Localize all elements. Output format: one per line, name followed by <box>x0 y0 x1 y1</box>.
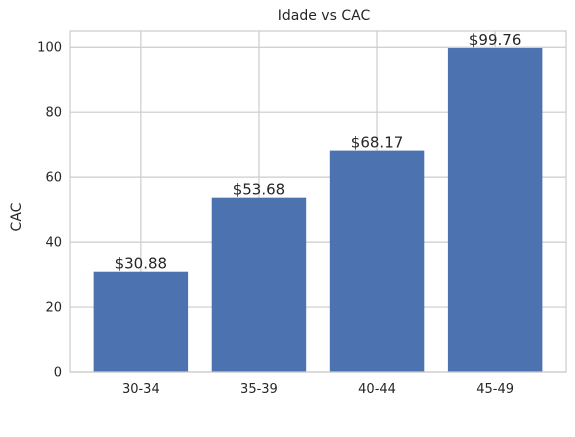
bar-45-49 <box>447 48 543 373</box>
y-tick-labels: 0 20 40 60 80 100 <box>37 41 62 381</box>
plot-frame <box>69 30 567 373</box>
y-tick-label: 40 <box>45 236 62 251</box>
data-label-40-44: $68.17 <box>351 134 404 152</box>
y-tick-label: 60 <box>45 171 62 186</box>
data-labels: $30.88 $53.68 $68.17 $99.76 <box>115 31 522 273</box>
x-tick-label: 30-34 <box>122 382 160 397</box>
data-label-45-49: $99.76 <box>469 31 522 49</box>
y-tick-label: 100 <box>37 41 62 56</box>
x-tick-label: 35-39 <box>240 382 278 397</box>
x-tick-label: 40-44 <box>358 382 396 397</box>
x-tick-label: 45-49 <box>476 382 514 397</box>
x-tick-labels: 30-34 35-39 40-44 45-49 <box>122 382 514 397</box>
y-tick-label: 80 <box>45 106 62 121</box>
data-label-35-39: $53.68 <box>233 181 286 199</box>
y-tick-label: 0 <box>54 366 62 381</box>
y-tick-label: 20 <box>45 301 62 316</box>
y-axis-label: CAC <box>9 202 25 231</box>
bars <box>93 48 543 373</box>
bar-40-44 <box>329 150 425 372</box>
plot-area: $30.88 $53.68 $68.17 $99.76 <box>69 30 567 373</box>
data-label-30-34: $30.88 <box>115 255 168 273</box>
chart-title: Idade vs CAC <box>278 8 371 24</box>
bar-35-39 <box>211 197 307 372</box>
bar-30-34 <box>93 271 189 372</box>
